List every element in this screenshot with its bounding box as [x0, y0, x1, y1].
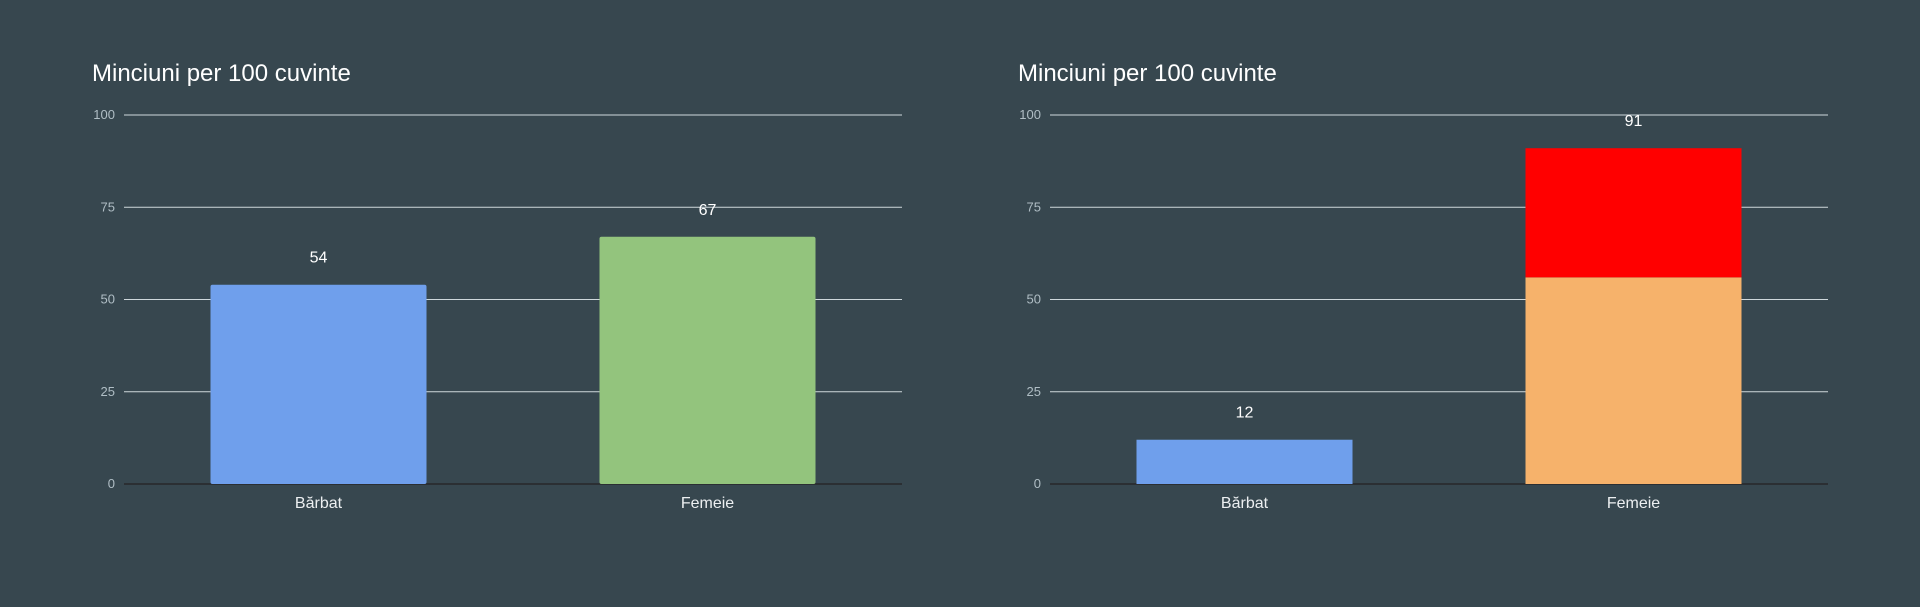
data-label-right-1: 91	[1625, 113, 1643, 130]
bar-right-1-seg-1	[1525, 148, 1742, 278]
data-label-left-1: 67	[699, 202, 717, 219]
chart-title-right: Minciuni per 100 cuvinte	[1018, 60, 1277, 87]
y-tick-label-right: 0	[1034, 476, 1041, 491]
bar-chart-right: 0 25 50 75 100 12 Bărbat 91 Femeie	[1019, 107, 1828, 512]
y-tick-label-left: 25	[101, 384, 115, 399]
category-label-left-0: Bărbat	[295, 495, 343, 512]
y-tick-label-left: 50	[101, 292, 115, 307]
y-tick-label-left: 75	[101, 199, 115, 214]
chart-panel-right: Minciuni per 100 cuvinte 0 25 50 75 100 12 Băr…	[940, 0, 1920, 607]
data-label-right-0: 12	[1236, 405, 1254, 422]
category-label-right-1: Femeie	[1607, 495, 1660, 512]
data-label-left-0: 54	[310, 250, 328, 267]
bar-right-1-seg-0	[1525, 277, 1742, 484]
y-tick-label-right: 50	[1027, 292, 1041, 307]
y-tick-label-left: 100	[93, 107, 115, 122]
bar-chart-left: 0 25 50 75 100 54 Bărbat 67 Femeie	[93, 107, 902, 512]
y-tick-label-left: 0	[108, 476, 115, 491]
chart-title-left: Minciuni per 100 cuvinte	[92, 60, 351, 87]
category-label-left-1: Femeie	[681, 495, 734, 512]
chart-panel-left: Minciuni per 100 cuvinte 0 25 50 75 100 54 Băr…	[0, 0, 940, 607]
y-tick-label-right: 25	[1027, 384, 1041, 399]
bar-right-0-seg-0	[1136, 439, 1353, 484]
category-label-right-0: Bărbat	[1221, 495, 1269, 512]
y-tick-label-right: 100	[1019, 107, 1041, 122]
y-tick-label-right: 75	[1027, 199, 1041, 214]
bar-left-1	[599, 236, 816, 484]
bar-left-0	[210, 284, 427, 484]
